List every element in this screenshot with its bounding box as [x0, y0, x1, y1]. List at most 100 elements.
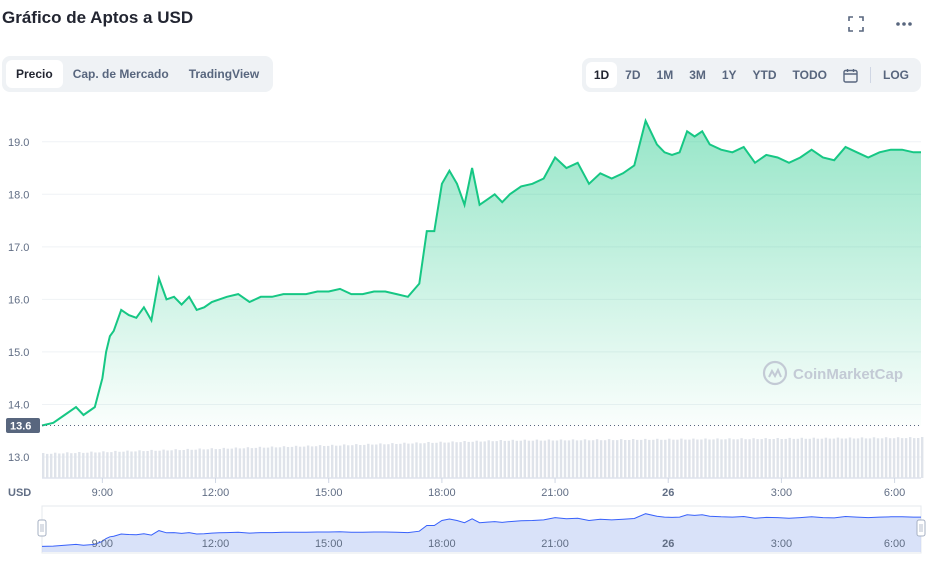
volume-bar — [660, 439, 663, 478]
x-tick-label: 15:00 — [315, 487, 343, 499]
volume-bar — [672, 439, 675, 478]
volume-bar — [607, 439, 611, 478]
volume-bar — [250, 448, 254, 478]
volume-bar — [210, 448, 213, 478]
range-1m[interactable]: 1M — [656, 68, 674, 82]
price-line — [41, 117, 921, 427]
volume-bar — [884, 437, 888, 478]
volume-bar — [680, 438, 683, 478]
volume-bar — [391, 443, 394, 478]
volume-bar — [748, 439, 751, 478]
volume-bar — [909, 437, 912, 478]
volume-bar — [888, 438, 892, 478]
volume-bar — [868, 438, 872, 478]
volume-bar — [399, 443, 402, 478]
volume-bar — [70, 453, 73, 478]
more-dots-icon[interactable] — [892, 12, 916, 36]
range-1d[interactable]: 1D — [585, 62, 618, 88]
volume-bar — [411, 443, 414, 478]
range-navigator[interactable]: 9:00 12:00 15:00 18:00 21:00 26 3:00 6:00 — [37, 505, 926, 554]
volume-bar — [186, 448, 189, 478]
volume-bar — [246, 447, 250, 478]
volume-bar — [904, 438, 908, 478]
volume-bar — [587, 440, 591, 478]
volume-bar — [559, 439, 563, 478]
volume-bar — [459, 442, 462, 478]
svg-text:13.6: 13.6 — [10, 420, 31, 432]
volume-bar — [158, 450, 161, 478]
volume-bar — [403, 442, 406, 478]
x-tick-label: 9:00 — [92, 487, 113, 499]
tab-precio[interactable]: Precio — [6, 60, 63, 88]
volume-bar — [226, 448, 229, 478]
volume-bar — [451, 441, 454, 478]
volume-bar — [519, 440, 522, 478]
volume-bar — [812, 437, 815, 478]
volume-bar — [395, 444, 398, 478]
volume-bar — [238, 448, 242, 478]
tab-tradingview[interactable]: TradingView — [188, 67, 260, 81]
volume-bar — [864, 438, 868, 478]
volume-bar — [86, 452, 89, 478]
range-3m[interactable]: 3M — [689, 68, 706, 82]
volume-bar — [511, 439, 514, 478]
volume-bar — [166, 450, 169, 478]
volume-bar — [351, 445, 354, 478]
volume-bar — [230, 448, 233, 478]
volume-bar — [258, 446, 262, 478]
volume-bar — [816, 438, 819, 478]
calendar-icon[interactable] — [835, 62, 866, 88]
volume-bar — [603, 440, 607, 478]
volume-bar — [419, 443, 422, 478]
volume-bar — [611, 440, 615, 478]
volume-bar — [917, 438, 920, 478]
volume-bar — [126, 450, 129, 478]
fullscreen-icon[interactable] — [844, 12, 868, 36]
chart-type-tabs: Precio Cap. de Mercado TradingView — [2, 56, 274, 92]
volume-bar — [824, 437, 828, 478]
volume-bar — [499, 440, 502, 478]
volume-bar — [82, 452, 85, 478]
y-tick-label: 16.0 — [8, 294, 29, 306]
volume-bar — [118, 451, 121, 478]
volume-bar — [122, 451, 125, 478]
volume-bar — [896, 437, 900, 478]
volume-bar — [134, 451, 137, 478]
time-range-selector: 1D 7D 1M 3M 1Y YTD TODO LOG — [581, 58, 921, 92]
volume-bar — [435, 442, 438, 478]
volume-bar — [515, 440, 518, 478]
volume-bar — [423, 443, 426, 478]
volume-bar — [266, 447, 270, 478]
volume-bar — [700, 439, 703, 478]
volume-bar — [652, 439, 655, 478]
range-1y[interactable]: 1Y — [721, 68, 737, 82]
volume-bar — [78, 452, 81, 478]
volume-bar — [764, 438, 767, 478]
svg-text:CoinMarketCap: CoinMarketCap — [793, 366, 903, 383]
volume-bar — [760, 439, 763, 478]
navigator-handle-left[interactable] — [37, 519, 47, 537]
currency-label: USD — [8, 487, 31, 499]
volume-bar — [732, 439, 735, 478]
volume-bar — [491, 441, 494, 478]
range-todo[interactable]: TODO — [792, 68, 827, 82]
range-ytd[interactable]: YTD — [752, 68, 777, 82]
navigator-handle-right[interactable] — [916, 519, 926, 537]
volume-bar — [620, 439, 623, 478]
volume-bar — [872, 437, 876, 478]
tab-market-cap[interactable]: Cap. de Mercado — [72, 67, 169, 81]
volume-bar — [656, 438, 659, 478]
volume-bar — [431, 442, 434, 478]
log-toggle[interactable]: LOG — [883, 68, 909, 82]
volume-bar — [692, 438, 695, 478]
volume-bar — [804, 438, 807, 478]
volume-bar — [716, 438, 719, 478]
volume-bar — [110, 452, 113, 478]
volume-bar — [306, 445, 310, 478]
volume-bar — [636, 439, 639, 478]
volume-bar — [130, 451, 133, 478]
navigator-tick-label: 15:00 — [315, 538, 343, 550]
volume-bar — [463, 441, 466, 478]
range-7d[interactable]: 7D — [625, 68, 641, 82]
